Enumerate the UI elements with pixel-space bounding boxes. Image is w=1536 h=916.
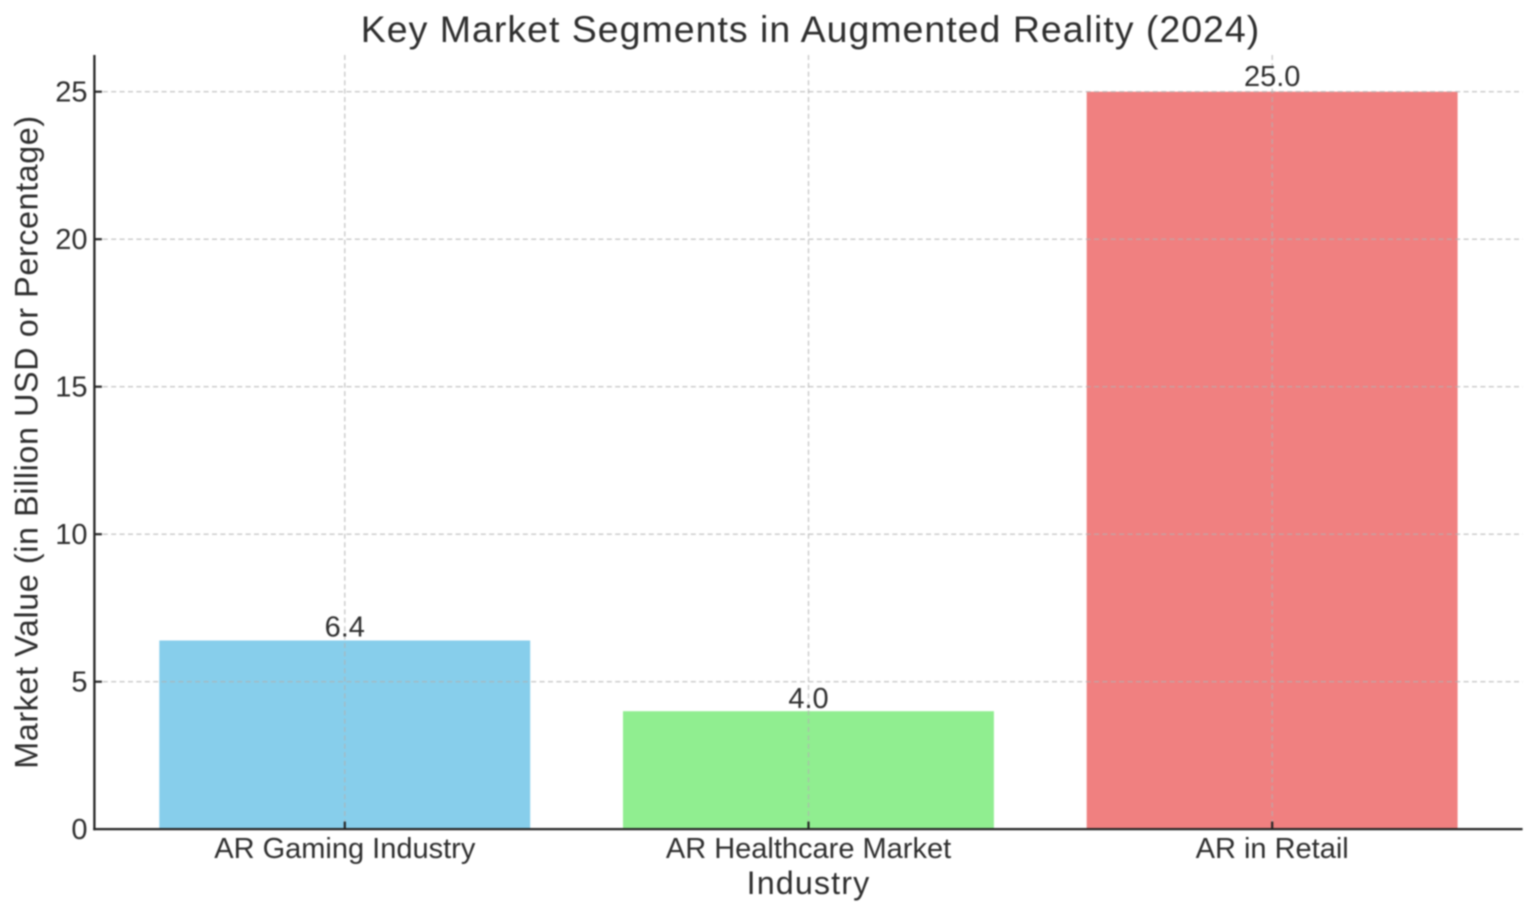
svg-text:4.0: 4.0 [788, 683, 828, 715]
svg-text:10: 10 [55, 519, 87, 551]
svg-text:20: 20 [55, 224, 87, 256]
svg-text:5: 5 [71, 667, 87, 699]
svg-text:Key Market Segments in Augment: Key Market Segments in Augmented Reality… [361, 8, 1261, 50]
svg-text:15: 15 [55, 372, 87, 404]
svg-text:AR Healthcare Market: AR Healthcare Market [666, 833, 951, 865]
svg-text:0: 0 [71, 814, 87, 846]
svg-text:25.0: 25.0 [1244, 61, 1300, 93]
svg-text:25: 25 [55, 77, 87, 109]
svg-text:Market Value (in Billion USD o: Market Value (in Billion USD or Percenta… [9, 115, 45, 768]
svg-text:Industry: Industry [747, 865, 871, 901]
svg-text:AR Gaming Industry: AR Gaming Industry [214, 833, 476, 865]
svg-text:6.4: 6.4 [325, 612, 365, 644]
svg-text:AR in Retail: AR in Retail [1196, 833, 1349, 865]
